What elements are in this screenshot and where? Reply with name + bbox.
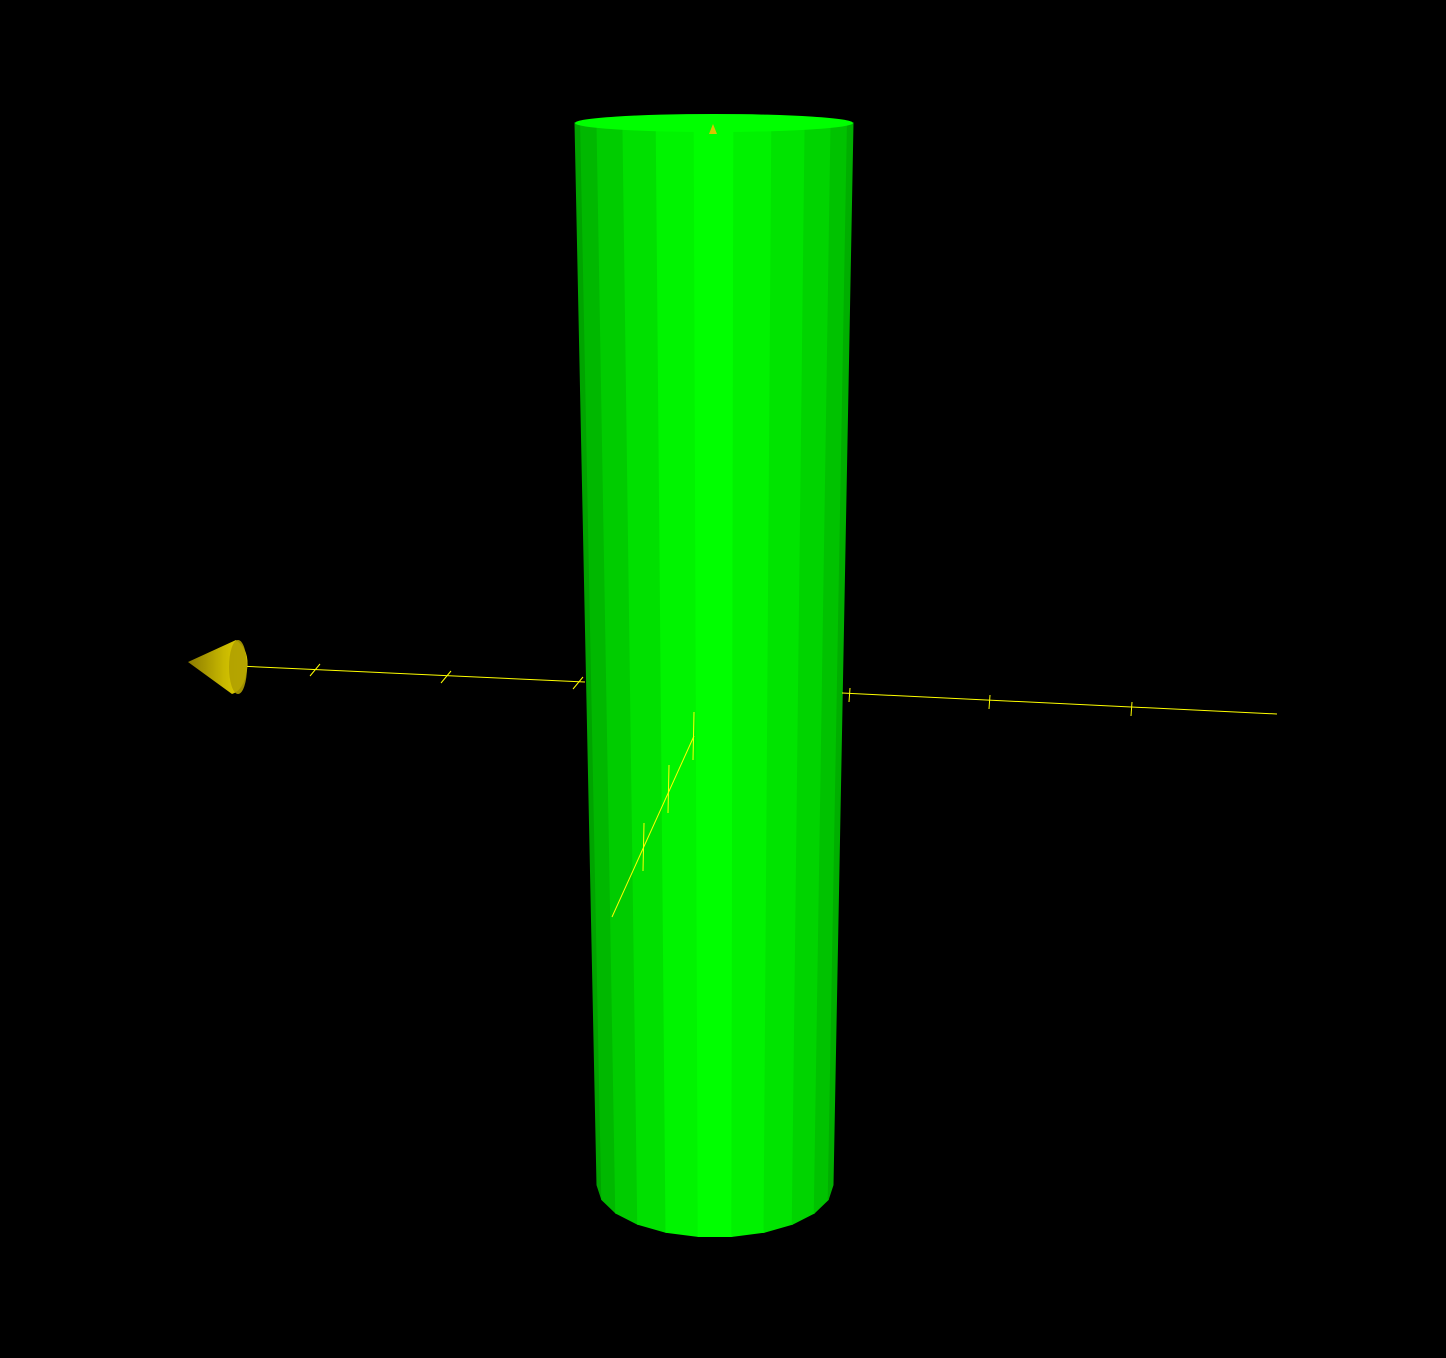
x-axis-left (237, 663, 586, 690)
z-axis-line (611, 735, 695, 918)
x-axis-line-left (237, 665, 586, 683)
cylinder-facet (693, 131, 735, 1237)
z-axis-tick (692, 711, 695, 761)
x-axis-tick (572, 676, 584, 690)
z-axis-tick (642, 822, 645, 872)
x-axis-tick (440, 670, 452, 684)
z-axis-tick (667, 764, 670, 814)
x-axis-right (841, 687, 1278, 717)
x-axis-tick (988, 694, 991, 710)
cone-icon (188, 640, 248, 694)
x-axis-tick (309, 663, 321, 677)
cylinder-top-cap (575, 114, 853, 132)
z-axis (611, 711, 695, 918)
x-axis-tick (848, 687, 851, 703)
y-axis-arrow-icon (709, 124, 717, 134)
x-axis-tick (1130, 701, 1133, 717)
green-cylinder[interactable] (574, 114, 854, 1238)
x-axis-line-right (841, 692, 1278, 715)
